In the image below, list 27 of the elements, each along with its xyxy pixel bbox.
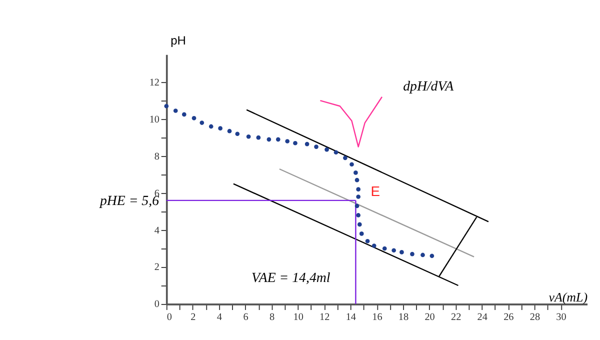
annotation: VAE = 14,4ml [251,270,330,285]
x-tick-label: 28 [530,312,540,324]
x-tick-label: 2 [190,312,196,324]
y-tick-label: 2 [154,262,160,274]
x-tick-label: 20 [424,312,435,324]
y-tick-label: 10 [149,114,160,126]
x-tick-label: 14 [346,312,356,324]
x-tick-label: 12 [320,312,330,324]
y-tick-label: 8 [154,151,160,162]
x-tick-label: 0 [166,312,172,324]
x-tick-label: 22 [450,312,462,324]
x-tick-label: 18 [398,312,409,324]
x-tick-label: 30 [556,312,566,324]
x-axis-title: vA(mL) [548,290,588,305]
x-tick-label: 10 [293,312,304,324]
annotation: E [370,182,380,199]
x-tick-label: 26 [504,312,514,324]
x-tick-label: 8 [269,312,275,324]
x-tick-label: 24 [477,312,488,324]
x-tick-label: 4 [216,312,222,324]
y-tick-label: 12 [149,77,160,88]
x-tick-label: 16 [372,312,382,324]
y-tick-label: 0 [154,299,160,310]
y-axis-title: pH [170,34,186,48]
y-tick-label: 4 [154,225,160,236]
annotation: dpH/dVA [403,78,454,94]
x-tick-label: 6 [243,312,248,324]
